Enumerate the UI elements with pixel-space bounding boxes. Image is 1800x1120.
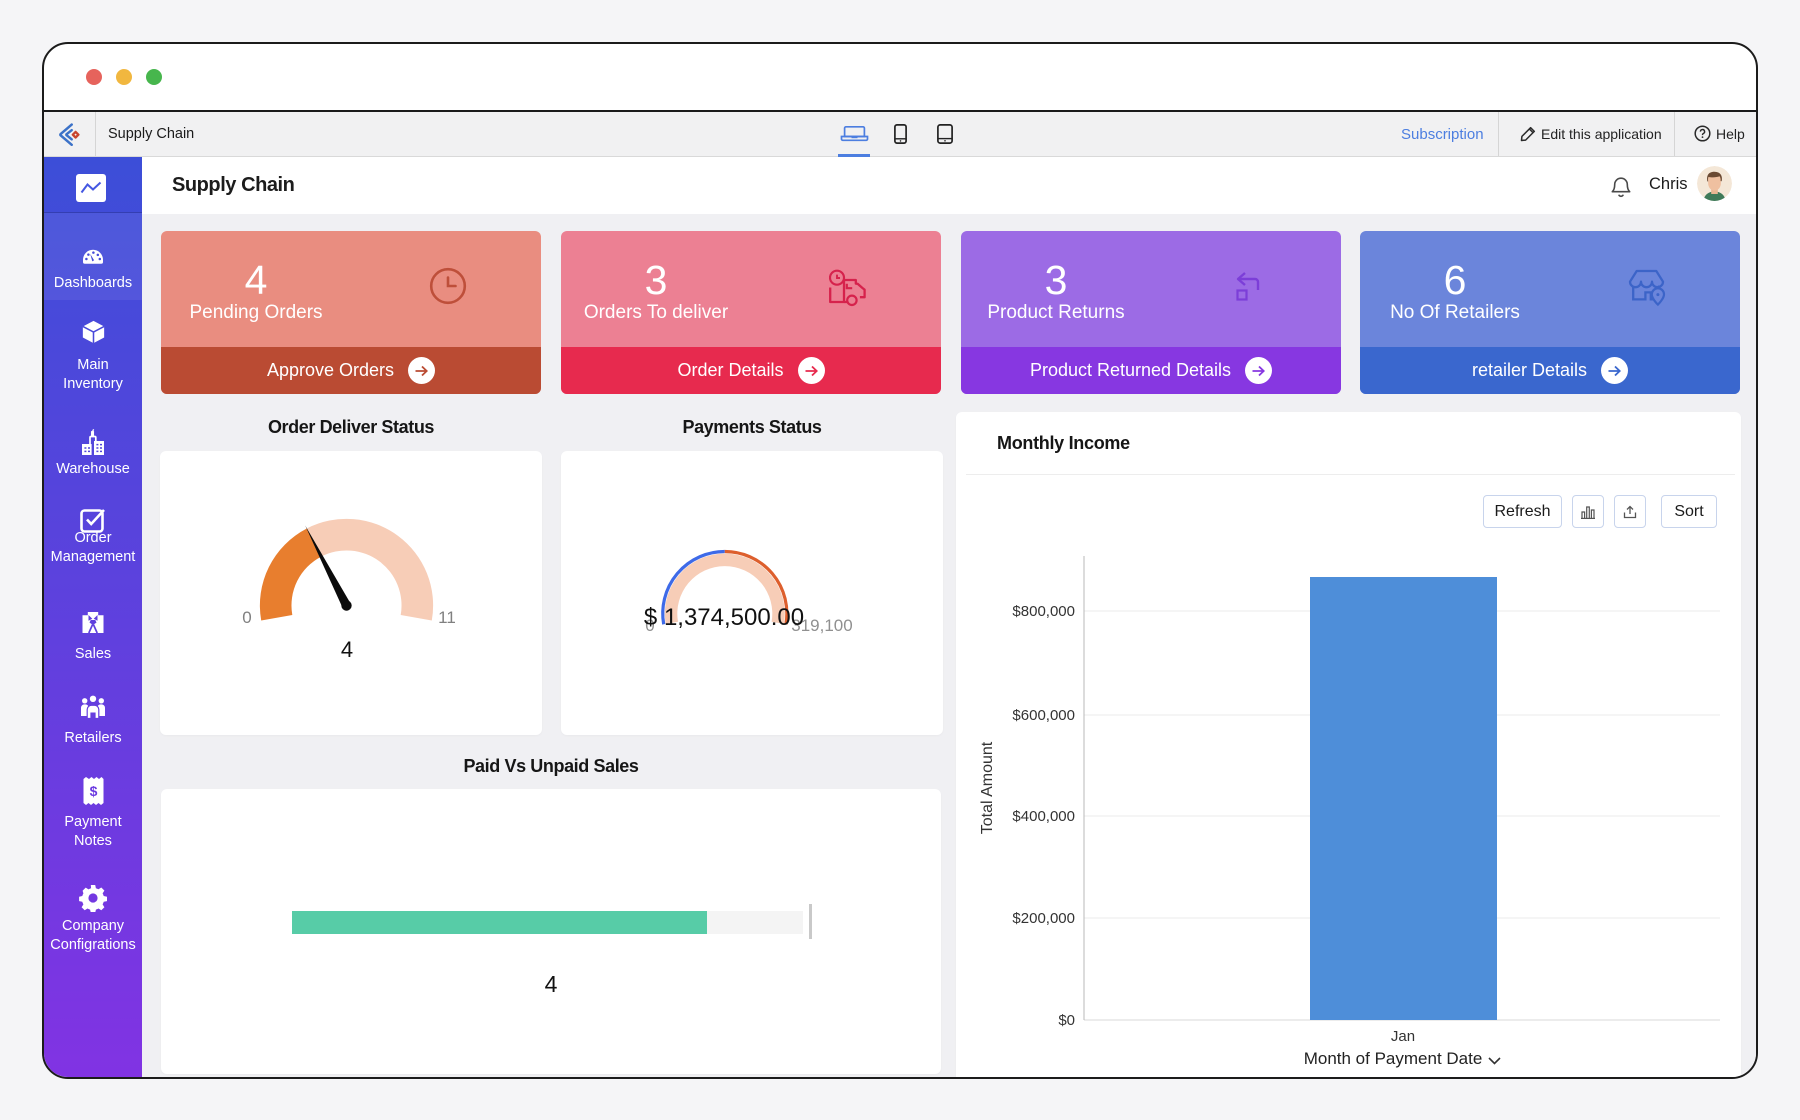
svg-text:$0: $0	[1058, 1012, 1075, 1029]
svg-text:$600,000: $600,000	[1012, 707, 1075, 724]
svg-text:4: 4	[341, 637, 353, 662]
svg-text:11: 11	[438, 608, 456, 627]
svg-text:319,100: 319,100	[791, 616, 852, 635]
svg-text:0: 0	[242, 608, 251, 627]
svg-text:Month of Payment Date: Month of Payment Date	[1304, 1049, 1483, 1068]
svg-text:$: $	[89, 783, 97, 799]
svg-text:$200,000: $200,000	[1012, 910, 1075, 927]
svg-text:$400,000: $400,000	[1012, 808, 1075, 825]
svg-text:Jan: Jan	[1391, 1028, 1415, 1045]
svg-text:$ 1,374,500.00: $ 1,374,500.00	[644, 604, 804, 631]
svg-text:0: 0	[645, 616, 654, 635]
svg-text:Total Amount: Total Amount	[979, 741, 996, 834]
svg-text:$800,000: $800,000	[1012, 603, 1075, 620]
